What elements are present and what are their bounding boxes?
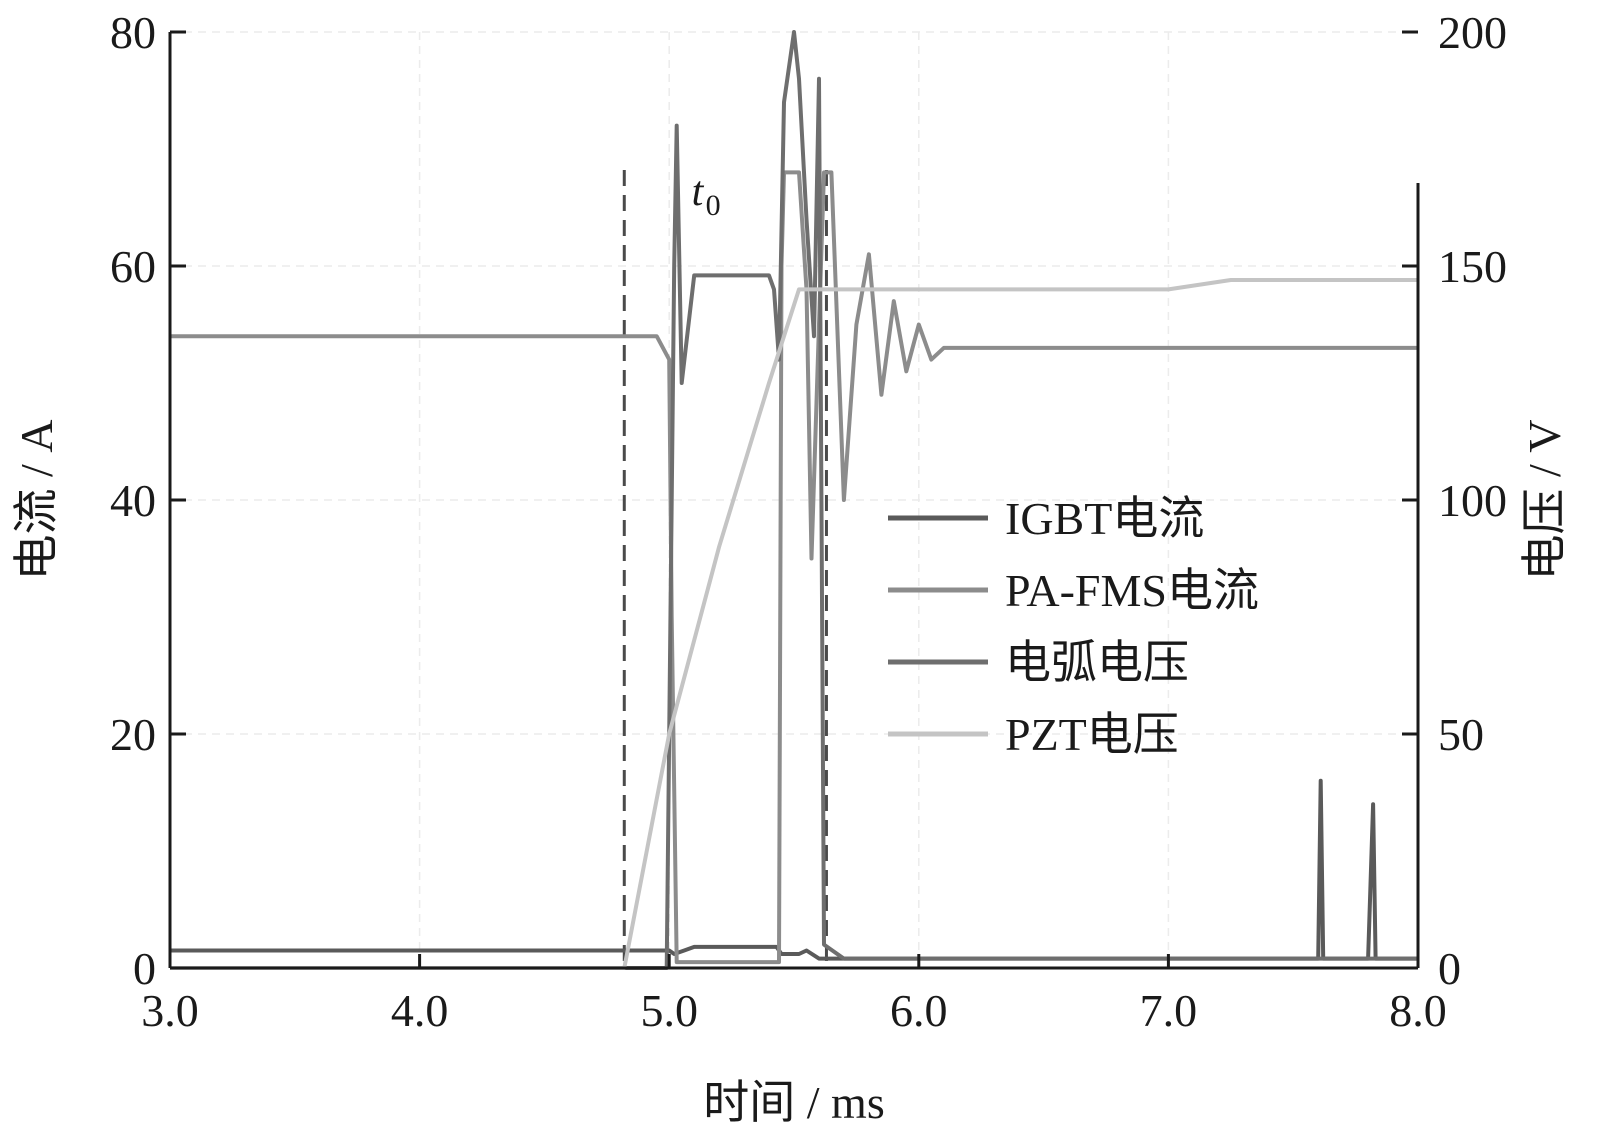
annotation-subscript: 0 <box>706 189 721 222</box>
legend-entry: PZT电压 <box>1005 709 1179 760</box>
y-right-tick-label: 200 <box>1438 7 1507 58</box>
x-tick-label: 4.0 <box>391 985 449 1036</box>
series-line-3 <box>170 278 1418 970</box>
x-tick-label: 7.0 <box>1140 985 1198 1036</box>
y-right-tick-label: 100 <box>1438 475 1507 526</box>
y-right-axis-title: 电压 / V <box>1519 420 1570 581</box>
series-line-1 <box>170 170 1418 965</box>
series-line-2 <box>170 30 1418 970</box>
y-left-tick-label: 60 <box>110 241 156 292</box>
legend-entry: IGBT电流 <box>1005 493 1204 544</box>
y-left-axis-title: 电流 / A <box>11 420 62 581</box>
y-right-tick-label: 0 <box>1438 943 1461 994</box>
y-left-tick-label: 20 <box>110 709 156 760</box>
y-left-tick-label: 40 <box>110 475 156 526</box>
y-left-tick-label: 0 <box>133 943 156 994</box>
legend-entry: 电弧电压 <box>1005 637 1189 688</box>
x-tick-label: 8.0 <box>1389 985 1447 1036</box>
annotation-t: t <box>692 169 705 215</box>
y-right-tick-label: 150 <box>1438 241 1507 292</box>
x-tick-label: 5.0 <box>640 985 698 1036</box>
x-tick-label: 3.0 <box>141 985 199 1036</box>
x-tick-label: 6.0 <box>890 985 948 1036</box>
legend-entry: PA-FMS电流 <box>1005 565 1259 616</box>
series-layer <box>170 30 1418 970</box>
y-left-tick-label: 80 <box>110 7 156 58</box>
marker-layer <box>622 170 828 968</box>
series-line-0 <box>170 778 1418 961</box>
x-axis-title: 时间 / ms <box>703 1077 884 1128</box>
y-right-tick-label: 50 <box>1438 709 1484 760</box>
axis-layer: 3.0 4.0 5.0 6.0 7.0 8.0020406080050100150200时… <box>11 7 1570 1128</box>
